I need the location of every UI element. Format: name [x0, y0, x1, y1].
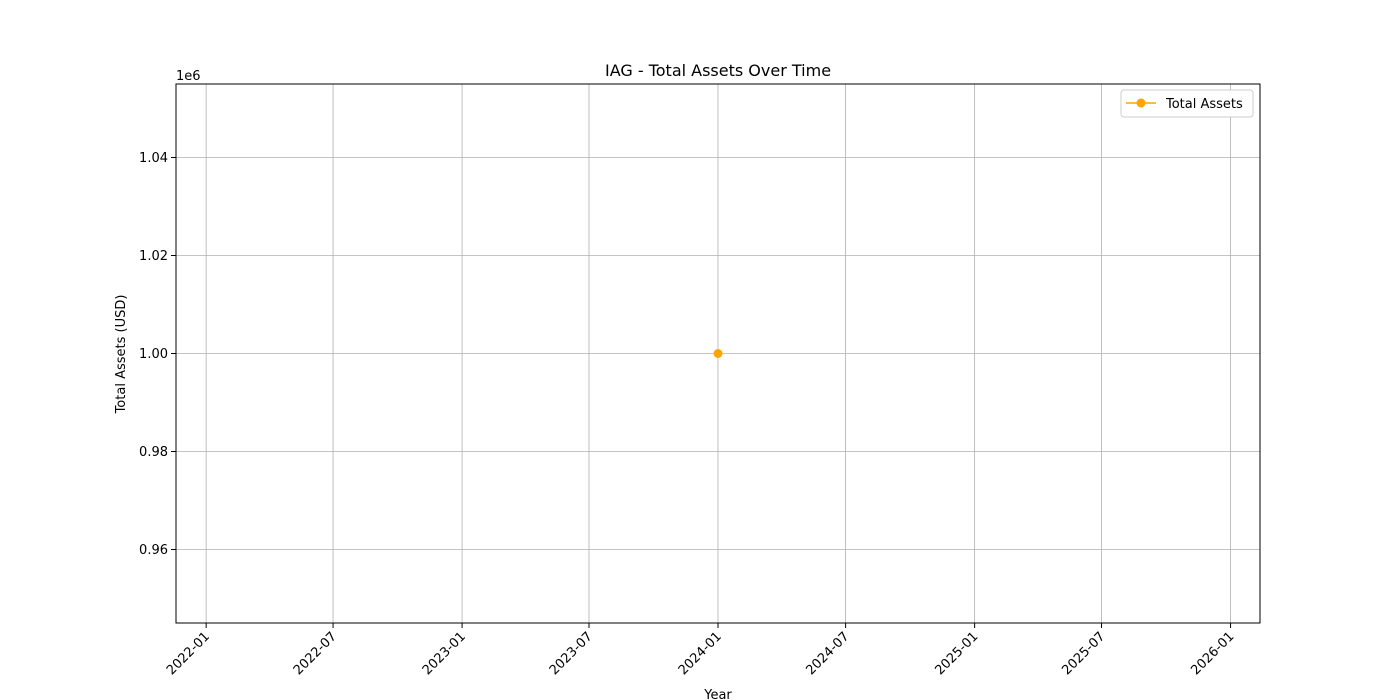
x-axis-ticks: 2022-01 2022-07 2023-01 2023-07 2024-01 2024-…: [164, 623, 1237, 678]
data-point-marker: [713, 349, 723, 358]
x-tick-label: 2023-07: [547, 629, 596, 678]
series-layer: [713, 349, 723, 358]
legend-box: [1120, 89, 1254, 118]
y-tick-label: 0.96: [139, 543, 168, 558]
legend-label-total-assets: Total Assets: [1165, 97, 1243, 112]
x-tick-label: 2023-01: [420, 629, 469, 678]
x-tick-label: 2022-01: [164, 629, 213, 678]
x-tick-label: 2026-01: [1188, 629, 1237, 678]
y-tick-label: 1.04: [139, 151, 168, 166]
x-tick-label: 2025-07: [1059, 629, 1108, 678]
chart-title: IAG - Total Assets Over Time: [605, 61, 831, 80]
x-tick-label: 2024-01: [676, 629, 725, 678]
y-axis-ticks: 0.96 0.98 1.00 1.02 1.04: [139, 151, 176, 558]
legend-marker-swatch: [1136, 98, 1146, 108]
y-tick-label: 0.98: [139, 445, 168, 460]
y-tick-label: 1.02: [139, 249, 168, 264]
x-tick-label: 2022-07: [291, 629, 340, 678]
x-axis-label: Year: [703, 688, 732, 700]
y-axis-label: Total Assets (USD): [114, 295, 129, 415]
x-tick-label: 2024-07: [803, 629, 852, 678]
y-tick-label: 1.00: [139, 347, 168, 362]
y-axis-offset-label: 1e6: [176, 69, 201, 84]
grid-lines: [176, 84, 1260, 623]
legend: Total Assets: [1120, 89, 1254, 118]
x-tick-label: 2025-01: [932, 629, 981, 678]
